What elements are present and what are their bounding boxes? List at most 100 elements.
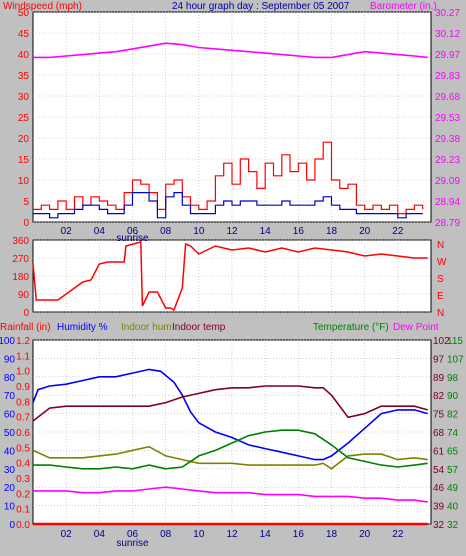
direction-tick-label: 270 <box>12 254 29 265</box>
barometer-tick-label: 29.09 <box>435 176 460 187</box>
cardinal-s: S <box>437 274 444 285</box>
wind-tick-label: 30 <box>18 92 30 103</box>
wind-x-tick-label: 10 <box>193 226 205 237</box>
wind-x-tick-label: 06 <box>127 226 139 237</box>
barometer-tick-label: 29.38 <box>435 134 460 145</box>
temp-x-tick-label: 04 <box>94 529 106 540</box>
wind-tick-label: 5 <box>23 197 29 208</box>
humidity-tick-label: 10 <box>4 502 16 513</box>
indoor-temp-tick-label: 75 <box>433 410 445 421</box>
temp-x-tick-label: 16 <box>293 529 305 540</box>
temperature-tick-label: 49 <box>447 483 459 494</box>
rain-tick-label: 0.1 <box>16 505 30 516</box>
temperature-tick-label: 65 <box>447 446 459 457</box>
wind-direction-line <box>32 241 428 312</box>
indoor-hum-legend: Indoor hum <box>121 322 172 333</box>
cardinal-n-top: N <box>437 240 444 251</box>
humidity-tick-label: 60 <box>4 410 16 421</box>
humidity-tick-label: 100 <box>0 336 15 347</box>
humidity-tick-label: 50 <box>4 428 16 439</box>
direction-tick-label: 90 <box>18 290 30 301</box>
rainfall-axis-label: Rainfall (in) <box>0 322 51 333</box>
wind-tick-label: 25 <box>18 113 30 124</box>
barometer-axis-label: Barometer (in.) <box>370 1 437 12</box>
indoor-temp-tick-label: 54 <box>433 465 445 476</box>
temperature-tick-label: 90 <box>447 391 459 402</box>
wind-x-tick-label: 22 <box>392 226 404 237</box>
rain-tick-label: 1.2 <box>16 336 30 347</box>
temperature-tick-label: 107 <box>447 354 464 365</box>
wind-x-tick-label: 12 <box>226 226 238 237</box>
wind-x-tick-label: 14 <box>260 226 272 237</box>
wind-tick-label: 40 <box>18 50 30 61</box>
rain-tick-label: 0.9 <box>16 382 30 393</box>
temp-x-tick-label: 14 <box>260 529 272 540</box>
temp-x-tick-label: 20 <box>359 529 371 540</box>
wind-average-line <box>33 192 423 219</box>
humidity-tick-label: 40 <box>4 446 16 457</box>
wind-tick-label: 50 <box>18 8 30 19</box>
indoor-temp-tick-label: 61 <box>433 446 445 457</box>
windspeed-line <box>33 141 424 215</box>
wind-tick-label: 20 <box>18 134 30 145</box>
rain-tick-label: 0.6 <box>16 428 30 439</box>
direction-tick-label: 180 <box>12 272 29 283</box>
temperature-tick-label: 98 <box>447 373 459 384</box>
windspeed-axis-label: Windspeed (mph) <box>3 1 82 12</box>
rain-tick-label: 0.3 <box>16 474 30 485</box>
indoor-temp-tick-label: 32 <box>433 520 445 531</box>
temperature-tick-label: 82 <box>447 410 459 421</box>
rain-tick-label: 0.4 <box>16 459 30 470</box>
indoor-hum-line <box>32 445 428 470</box>
indoor-temp-tick-label: 39 <box>433 502 445 513</box>
direction-grid <box>33 239 431 313</box>
direction-tick-label: 0 <box>23 308 29 319</box>
rain-tick-label: 0.5 <box>16 443 30 454</box>
temperature-tick-label: 40 <box>447 502 459 513</box>
temp-x-tick-label: 06 <box>127 529 139 540</box>
barometer-tick-label: 30.12 <box>435 29 460 40</box>
cardinal-e: E <box>437 291 444 302</box>
direction-tick-label: 360 <box>12 236 29 247</box>
wind-tick-label: 0 <box>23 218 29 229</box>
direction-series <box>32 241 428 312</box>
humidity-legend: Humidity % <box>57 322 108 333</box>
indoor-temp-legend: Indoor temp <box>172 322 226 333</box>
temp-x-tick-label: 18 <box>326 529 338 540</box>
wind-x-tick-label: 04 <box>94 226 106 237</box>
wind-tick-label: 45 <box>18 29 30 40</box>
indoor-temp-tick-label: 68 <box>433 428 445 439</box>
indoor-temp-tick-label: 97 <box>433 354 445 365</box>
rain-tick-label: 0.7 <box>16 413 30 424</box>
temperature-tick-label: 57 <box>447 465 459 476</box>
indoor-temp-tick-label: 102 <box>433 336 450 347</box>
wind-x-tick-label: 02 <box>61 226 73 237</box>
temperature-tick-label: 32 <box>447 520 459 531</box>
temperature-legend: Temperature (°F) <box>313 322 389 333</box>
temp-series <box>32 368 428 526</box>
wind-sunrise-label: sunrise <box>116 233 149 244</box>
temp-x-tick-label: 08 <box>160 529 172 540</box>
temp-x-tick-label: 22 <box>392 529 404 540</box>
humidity-tick-label: 80 <box>4 373 16 384</box>
wind-series <box>33 42 428 219</box>
humidity-tick-label: 90 <box>4 354 16 365</box>
wind-x-tick-label: 16 <box>293 226 305 237</box>
rain-tick-label: 0.0 <box>16 520 30 531</box>
temp-x-tick-label: 10 <box>193 529 205 540</box>
temperature-line <box>33 429 428 470</box>
barometer-tick-label: 29.83 <box>435 71 460 82</box>
cardinal-w: W <box>437 257 447 268</box>
barometer-line <box>33 42 428 59</box>
wind-x-tick-label: 20 <box>359 226 371 237</box>
indoor-temp-tick-label: 82 <box>433 391 445 402</box>
humidity-tick-label: 0 <box>9 520 15 531</box>
barometer-tick-label: 28.79 <box>435 218 460 229</box>
rain-tick-label: 1.1 <box>16 351 30 362</box>
barometer-tick-label: 29.68 <box>435 92 460 103</box>
barometer-tick-label: 29.97 <box>435 50 460 61</box>
wind-tick-label: 15 <box>18 155 30 166</box>
dewpoint-line <box>33 486 428 503</box>
rain-tick-label: 0.8 <box>16 397 30 408</box>
